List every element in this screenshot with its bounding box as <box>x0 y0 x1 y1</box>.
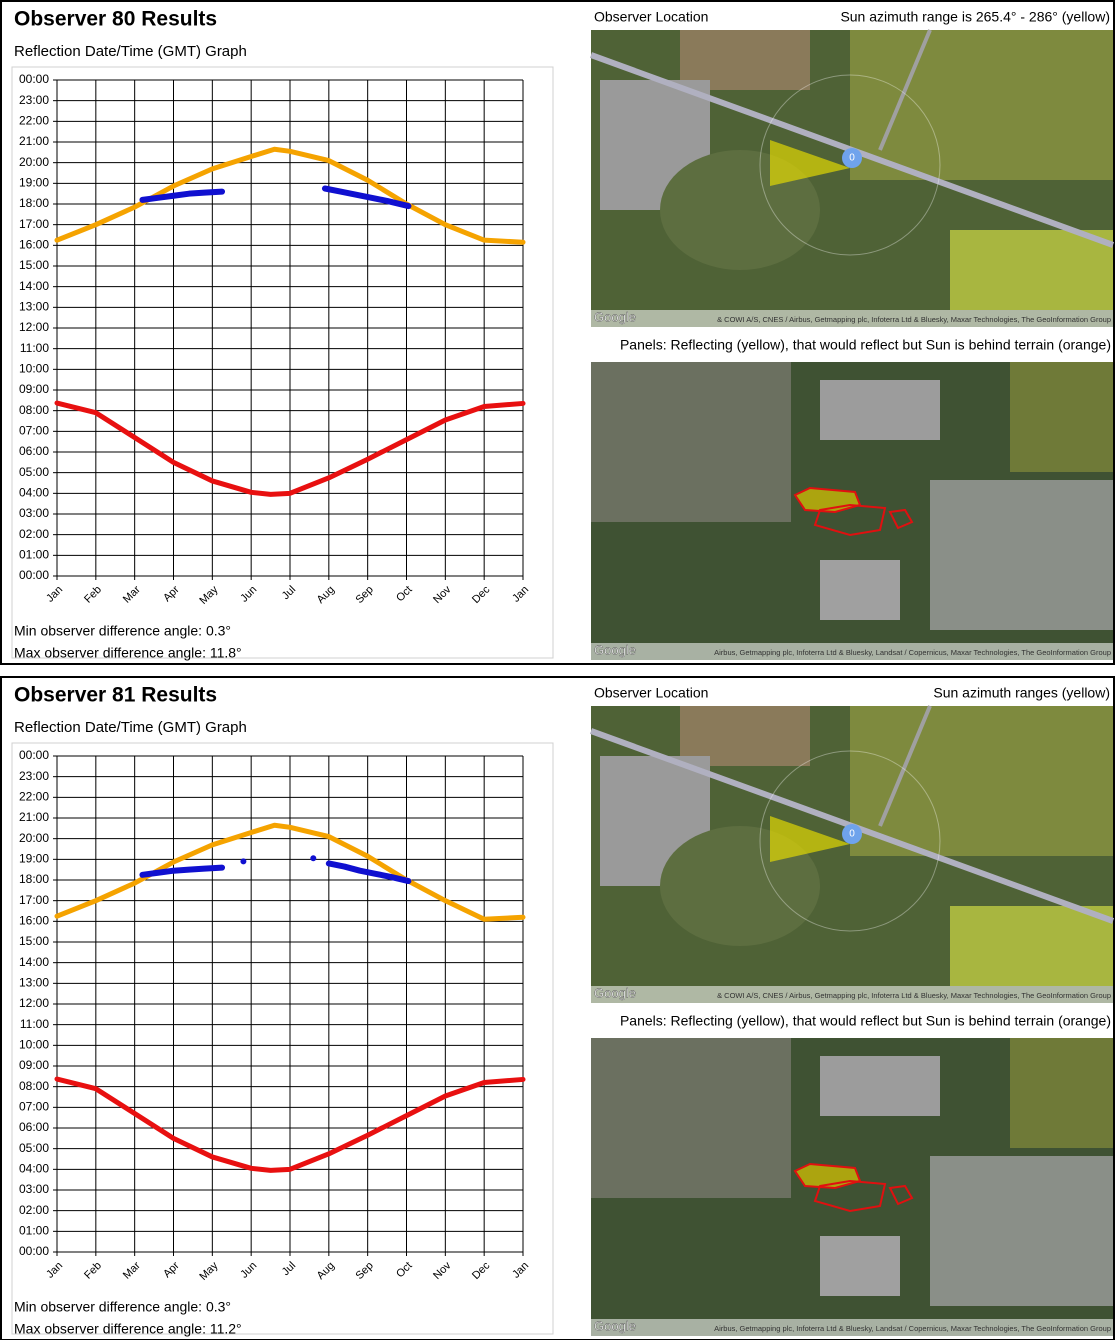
y-tick-label: 22:00 <box>19 114 49 128</box>
y-tick-label: 16:00 <box>19 238 49 252</box>
map-heading: Observer Location <box>594 685 708 701</box>
y-tick-label: 11:00 <box>20 1017 49 1031</box>
y-tick-label: 07:00 <box>19 1100 49 1114</box>
azimuth-note: Sun azimuth range is 265.4° - 286° (yell… <box>840 9 1110 25</box>
page: Observer 80 Results Reflection Date/Time … <box>0 0 1115 1340</box>
y-tick-label: 09:00 <box>19 1058 49 1072</box>
graph-title: Reflection Date/Time (GMT) Graph <box>14 43 247 60</box>
y-tick-label: 13:00 <box>19 300 49 314</box>
y-tick-label: 12:00 <box>19 320 49 334</box>
y-tick-label: 12:00 <box>19 996 49 1010</box>
map-attribution: & COWI A/S, CNES / Airbus, Getmapping pl… <box>717 991 1111 1000</box>
panels-note: Panels: Reflecting (yellow), that would … <box>620 337 1111 353</box>
stat-line: Max observer difference angle: 11.2° <box>14 1321 242 1337</box>
y-tick-label: 06:00 <box>19 1120 49 1134</box>
stat-line: Min observer difference angle: 0.3° <box>14 623 231 639</box>
y-tick-label: 20:00 <box>19 155 49 169</box>
azimuth-note: Sun azimuth ranges (yellow) <box>933 685 1110 701</box>
y-tick-label: 17:00 <box>19 217 49 231</box>
y-tick-label: 21:00 <box>19 134 49 148</box>
map-attribution: Airbus, Getmapping plc, Infoterra Ltd & … <box>714 1324 1111 1333</box>
y-tick-label: 11:00 <box>20 341 49 355</box>
y-tick-label: 01:00 <box>19 548 49 562</box>
panel-title: Observer 80 Results <box>14 8 217 31</box>
y-tick-label: 08:00 <box>19 403 49 417</box>
map-credit: Google <box>594 309 636 324</box>
map-heading: Observer Location <box>594 9 708 25</box>
y-tick-label: 13:00 <box>19 976 49 990</box>
y-tick-label: 23:00 <box>19 769 49 783</box>
y-tick-label: 19:00 <box>19 852 49 866</box>
y-tick-label: 00:00 <box>19 748 49 762</box>
y-tick-label: 03:00 <box>19 1182 49 1196</box>
y-tick-label: 02:00 <box>19 527 49 541</box>
panel-title: Observer 81 Results <box>14 684 217 707</box>
y-tick-label: 20:00 <box>19 831 49 845</box>
map-attribution: Airbus, Getmapping plc, Infoterra Ltd & … <box>714 648 1111 657</box>
y-tick-label: 16:00 <box>19 914 49 928</box>
y-tick-label: 15:00 <box>19 934 49 948</box>
y-tick-label: 04:00 <box>19 1162 49 1176</box>
y-tick-label: 00:00 <box>19 568 49 582</box>
map-attribution: & COWI A/S, CNES / Airbus, Getmapping pl… <box>717 315 1111 324</box>
y-tick-label: 18:00 <box>19 196 49 210</box>
y-tick-label: 01:00 <box>19 1224 49 1238</box>
y-tick-label: 17:00 <box>19 893 49 907</box>
graph-title: Reflection Date/Time (GMT) Graph <box>14 719 247 736</box>
y-tick-label: 00:00 <box>19 72 49 86</box>
y-tick-label: 05:00 <box>19 465 49 479</box>
y-tick-label: 07:00 <box>19 424 49 438</box>
y-tick-label: 02:00 <box>19 1203 49 1217</box>
y-tick-label: 15:00 <box>19 258 49 272</box>
y-tick-label: 05:00 <box>19 1141 49 1155</box>
y-tick-label: 03:00 <box>19 506 49 520</box>
map-credit: Google <box>594 642 636 657</box>
y-tick-label: 14:00 <box>19 279 49 293</box>
map-marker: 0 <box>849 153 855 164</box>
map-credit: Google <box>594 1318 636 1333</box>
y-tick-label: 09:00 <box>19 382 49 396</box>
y-tick-label: 19:00 <box>19 176 49 190</box>
map-marker: 0 <box>849 829 855 840</box>
y-tick-label: 18:00 <box>19 872 49 886</box>
report: Observer 80 Results Reflection Date/Time … <box>0 0 1115 1340</box>
y-tick-label: 10:00 <box>19 1038 49 1052</box>
panels-note: Panels: Reflecting (yellow), that would … <box>620 1013 1111 1029</box>
y-tick-label: 23:00 <box>19 93 49 107</box>
y-tick-label: 04:00 <box>19 486 49 500</box>
y-tick-label: 06:00 <box>19 444 49 458</box>
y-tick-label: 00:00 <box>19 1244 49 1258</box>
y-tick-label: 22:00 <box>19 790 49 804</box>
map-credit: Google <box>594 985 636 1000</box>
stat-line: Max observer difference angle: 11.8° <box>14 645 242 661</box>
y-tick-label: 14:00 <box>19 955 49 969</box>
stat-line: Min observer difference angle: 0.3° <box>14 1299 231 1315</box>
y-tick-label: 21:00 <box>19 810 49 824</box>
y-tick-label: 10:00 <box>19 362 49 376</box>
y-tick-label: 08:00 <box>19 1079 49 1093</box>
